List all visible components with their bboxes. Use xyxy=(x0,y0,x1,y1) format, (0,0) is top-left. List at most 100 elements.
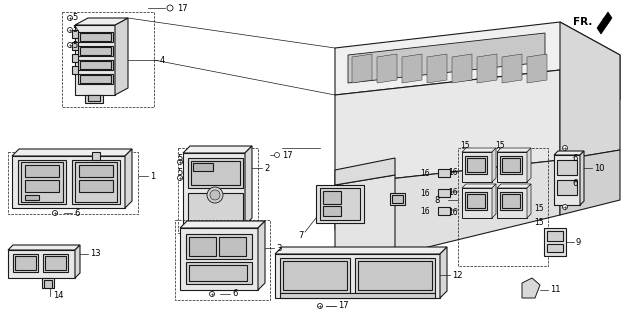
Polygon shape xyxy=(335,175,395,265)
Circle shape xyxy=(67,28,72,33)
Polygon shape xyxy=(180,221,265,228)
Polygon shape xyxy=(440,247,447,298)
Polygon shape xyxy=(492,148,496,182)
Text: 16: 16 xyxy=(448,167,458,177)
Bar xyxy=(72,30,78,38)
Polygon shape xyxy=(527,148,531,182)
Bar xyxy=(280,258,350,293)
Bar xyxy=(438,169,450,177)
Polygon shape xyxy=(8,245,80,250)
Polygon shape xyxy=(245,146,252,225)
Bar xyxy=(392,195,403,203)
Text: 8: 8 xyxy=(435,196,440,204)
Polygon shape xyxy=(75,25,115,95)
Bar xyxy=(25,195,39,200)
Polygon shape xyxy=(560,150,620,215)
Text: 5: 5 xyxy=(178,167,183,177)
Bar xyxy=(189,265,247,281)
Bar xyxy=(188,193,243,221)
Text: 14: 14 xyxy=(53,292,63,300)
Text: 5: 5 xyxy=(178,154,183,163)
Bar xyxy=(80,61,111,69)
Text: 15: 15 xyxy=(534,204,544,212)
Bar xyxy=(25,180,59,192)
Bar xyxy=(390,193,405,205)
Bar xyxy=(544,228,566,256)
Bar xyxy=(188,158,243,188)
Circle shape xyxy=(210,292,215,297)
Bar xyxy=(316,185,364,223)
Bar xyxy=(92,152,100,160)
Text: 5: 5 xyxy=(72,25,77,34)
Polygon shape xyxy=(477,54,497,83)
Bar xyxy=(186,262,252,284)
Circle shape xyxy=(178,175,183,180)
Text: 5: 5 xyxy=(72,41,77,50)
Text: 16: 16 xyxy=(420,206,430,215)
Polygon shape xyxy=(180,228,258,290)
Bar xyxy=(438,207,450,215)
Text: 6: 6 xyxy=(232,290,237,299)
Circle shape xyxy=(563,204,568,210)
Text: FR.: FR. xyxy=(573,17,592,27)
Polygon shape xyxy=(335,160,560,255)
Bar xyxy=(78,60,113,70)
Bar xyxy=(465,156,487,174)
Polygon shape xyxy=(335,22,620,100)
Polygon shape xyxy=(335,158,395,185)
Bar xyxy=(219,237,246,256)
Bar xyxy=(438,189,450,197)
Bar xyxy=(502,194,520,208)
Bar xyxy=(186,234,252,259)
Polygon shape xyxy=(275,254,440,298)
Bar xyxy=(80,47,111,55)
Polygon shape xyxy=(352,54,372,83)
Circle shape xyxy=(67,43,72,47)
Bar xyxy=(78,74,113,84)
Polygon shape xyxy=(452,54,472,83)
Text: 6: 6 xyxy=(572,179,577,188)
Text: 17: 17 xyxy=(282,150,293,159)
Bar xyxy=(43,254,68,272)
Text: 5: 5 xyxy=(72,12,77,21)
Bar xyxy=(465,192,487,210)
Circle shape xyxy=(67,15,72,20)
Polygon shape xyxy=(183,153,245,225)
Text: 16: 16 xyxy=(448,188,458,196)
Bar xyxy=(467,158,485,172)
Bar xyxy=(15,256,36,270)
Circle shape xyxy=(563,146,568,150)
Bar xyxy=(72,160,120,204)
Polygon shape xyxy=(12,149,132,156)
Bar xyxy=(75,162,117,202)
Text: 16: 16 xyxy=(420,169,430,178)
Bar xyxy=(79,180,113,192)
Polygon shape xyxy=(427,54,447,83)
Bar xyxy=(88,95,100,101)
Bar xyxy=(45,256,66,270)
Bar xyxy=(458,148,548,266)
Text: 17: 17 xyxy=(177,4,188,12)
Bar xyxy=(8,152,138,214)
Polygon shape xyxy=(258,221,265,290)
Polygon shape xyxy=(597,12,612,34)
Polygon shape xyxy=(402,54,422,83)
Polygon shape xyxy=(554,151,584,155)
Text: 15: 15 xyxy=(495,140,505,149)
Text: 7: 7 xyxy=(298,230,303,239)
Bar xyxy=(80,33,111,41)
Polygon shape xyxy=(183,146,252,153)
Bar xyxy=(72,54,78,62)
Bar xyxy=(500,192,522,210)
Text: 17: 17 xyxy=(338,301,349,310)
Bar xyxy=(557,180,577,195)
Bar xyxy=(189,237,216,256)
Polygon shape xyxy=(75,245,80,278)
Circle shape xyxy=(167,5,173,11)
Text: 15: 15 xyxy=(534,218,544,227)
Bar xyxy=(62,12,154,107)
Polygon shape xyxy=(497,184,531,188)
Polygon shape xyxy=(115,18,128,95)
Text: 12: 12 xyxy=(452,270,462,279)
Polygon shape xyxy=(462,152,492,182)
